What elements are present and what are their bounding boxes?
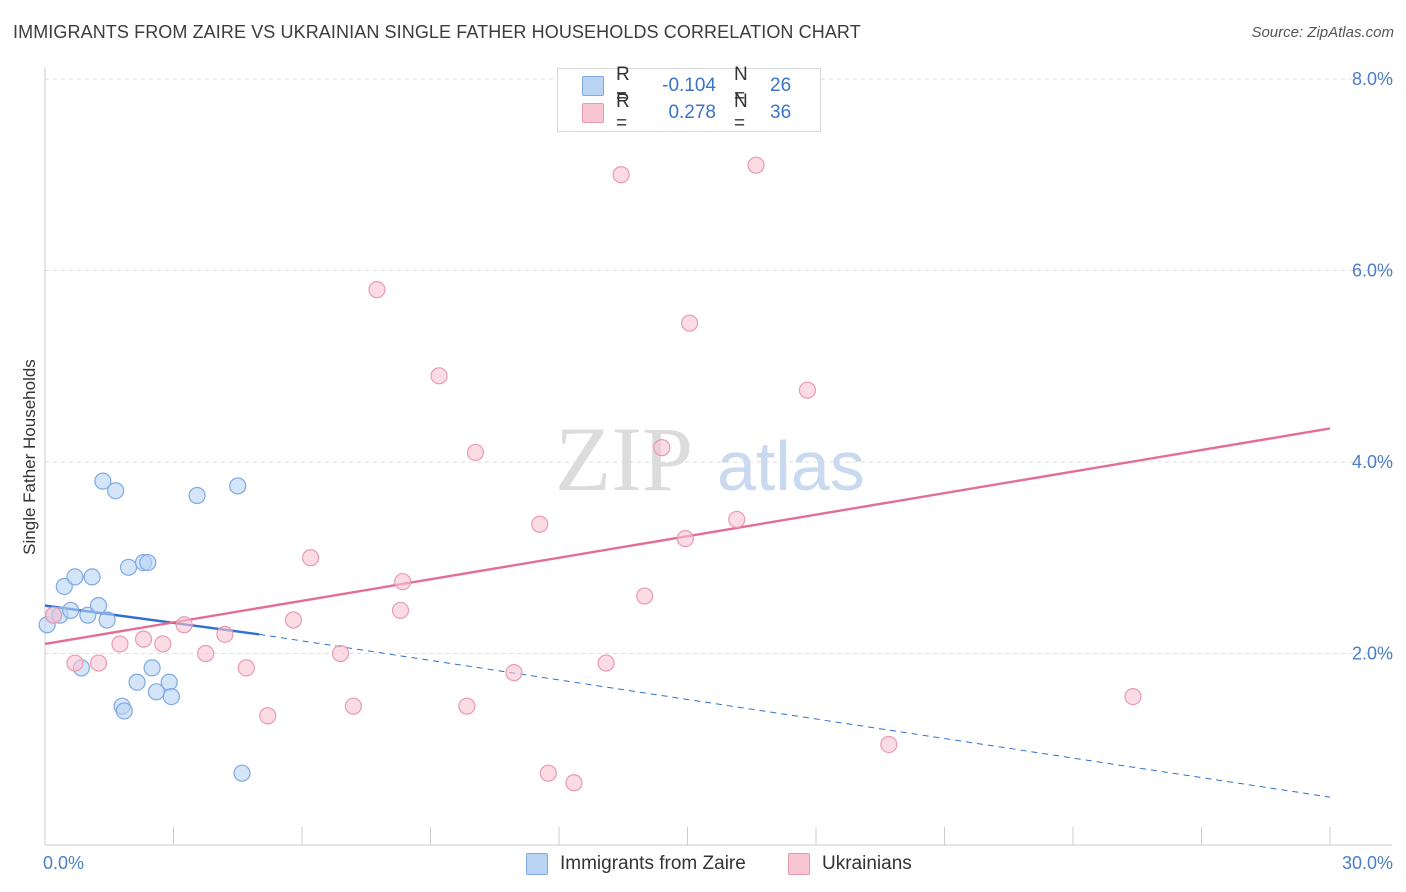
zaire-point bbox=[160, 673, 178, 691]
ukrainian-point bbox=[505, 664, 523, 682]
zaire-point bbox=[89, 597, 108, 615]
legend-swatch-blue bbox=[526, 853, 548, 875]
grid-layer bbox=[45, 78, 1392, 654]
zaire-point bbox=[66, 568, 84, 586]
zaire-point bbox=[83, 568, 101, 586]
ukrainian-point bbox=[681, 314, 699, 332]
zaire-point bbox=[188, 486, 206, 505]
x-tick-label: 0.0% bbox=[43, 853, 84, 873]
ukrainian-point bbox=[798, 381, 817, 399]
stats-swatch-pink bbox=[582, 103, 604, 123]
ticks-layer: 2.0% 4.0% 6.0% 8.0% 0.0% 30.0% bbox=[43, 69, 1393, 873]
ukrainian-point bbox=[391, 601, 410, 620]
zaire-point bbox=[119, 558, 138, 576]
ukrainian-point bbox=[331, 644, 350, 663]
ukrainian-point bbox=[539, 764, 557, 782]
zaire-trend-extension bbox=[259, 633, 1331, 798]
stats-r-label: R = bbox=[616, 91, 630, 134]
legend-swatch-pink bbox=[788, 853, 810, 875]
legend-item-ukrainians[interactable]: Ukrainians bbox=[788, 852, 912, 876]
y-tick-label: 4.0% bbox=[1352, 452, 1393, 472]
ukrainian-point bbox=[880, 735, 898, 754]
ukrainian-point bbox=[44, 606, 63, 624]
stats-swatch-blue bbox=[582, 76, 604, 96]
y-tick-label: 6.0% bbox=[1352, 261, 1393, 281]
ukrainian-point bbox=[197, 644, 215, 663]
ukrainian-point bbox=[111, 635, 129, 653]
stats-n-label: N = bbox=[734, 64, 748, 107]
ukrainian-point bbox=[458, 697, 476, 715]
ukrainian-point bbox=[531, 515, 549, 533]
ukrainian-point bbox=[597, 654, 615, 672]
ukrainian-point bbox=[301, 549, 320, 567]
ukrainian-point bbox=[430, 367, 448, 385]
ukrainian-point bbox=[368, 281, 386, 299]
zaire-point bbox=[229, 477, 247, 495]
y-tick-label: 8.0% bbox=[1352, 69, 1393, 89]
source-label: Source: ZipAtlas.com bbox=[1251, 24, 1394, 41]
ukrainian-point bbox=[747, 156, 765, 174]
legend-item-zaire[interactable]: Immigrants from Zaire bbox=[526, 852, 746, 876]
zaire-point bbox=[62, 601, 80, 620]
x-tick-label: 30.0% bbox=[1342, 853, 1393, 873]
ukrainian-point bbox=[66, 654, 84, 672]
ukrainian-point bbox=[728, 510, 746, 529]
y-tick-label: 2.0% bbox=[1352, 644, 1393, 664]
zaire-point bbox=[79, 606, 97, 624]
ukrainian-point bbox=[676, 529, 694, 548]
y-axis-label: Single Father Households bbox=[20, 359, 39, 555]
zaire-point bbox=[162, 687, 180, 706]
ukrainian-point bbox=[466, 443, 485, 462]
watermark-atlas: atlas bbox=[717, 427, 865, 505]
ukrainian-point bbox=[134, 630, 153, 648]
zaire-point bbox=[94, 472, 112, 490]
legend-label-zaire: Immigrants from Zaire bbox=[560, 853, 746, 874]
ukrainian-point bbox=[636, 587, 654, 605]
stats-n-value: 36 bbox=[770, 102, 792, 123]
chart-title: IMMIGRANTS FROM ZAIRE VS UKRAINIAN SINGL… bbox=[13, 22, 861, 42]
axes-layer bbox=[44, 67, 1392, 846]
zaire-point bbox=[98, 611, 116, 629]
zaire-point bbox=[107, 482, 125, 500]
ukrainian-point bbox=[284, 611, 303, 629]
ukrainian-point bbox=[394, 573, 412, 591]
zaire-point bbox=[143, 659, 161, 677]
zaire-point bbox=[128, 673, 146, 691]
ukrainian-point bbox=[175, 616, 193, 634]
stats-box: R = -0.104 N = 26 R = 0.278 N = 36 bbox=[557, 64, 821, 134]
stats-n-value: 26 bbox=[770, 75, 792, 96]
ukrainian-point bbox=[259, 707, 277, 725]
points-layer bbox=[38, 156, 1142, 792]
ukrainian-point bbox=[216, 625, 234, 643]
stats-r-value: -0.104 bbox=[662, 75, 716, 96]
ukrainian-point bbox=[154, 635, 172, 653]
ukrainian-point bbox=[653, 439, 671, 457]
stats-r-label: R = bbox=[616, 64, 630, 107]
ukrainian-point bbox=[565, 774, 583, 792]
ukrainian-point bbox=[1124, 687, 1142, 706]
ukrainian-point bbox=[89, 654, 108, 672]
legend-label-ukrainians: Ukrainians bbox=[822, 853, 912, 874]
watermark-zip: ZIP bbox=[555, 408, 693, 510]
ukrainian-point bbox=[237, 659, 255, 677]
stats-n-label: N = bbox=[734, 91, 748, 134]
stats-r-value: 0.278 bbox=[668, 102, 716, 123]
zaire-point bbox=[115, 702, 133, 720]
zaire-point bbox=[139, 553, 157, 572]
zaire-point bbox=[55, 577, 73, 596]
zaire-point bbox=[233, 764, 251, 782]
ukrainian-point bbox=[612, 166, 630, 184]
ukrainian-point bbox=[344, 697, 362, 715]
